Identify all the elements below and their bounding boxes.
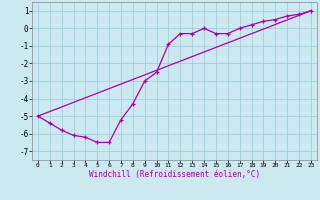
X-axis label: Windchill (Refroidissement éolien,°C): Windchill (Refroidissement éolien,°C) xyxy=(89,170,260,179)
